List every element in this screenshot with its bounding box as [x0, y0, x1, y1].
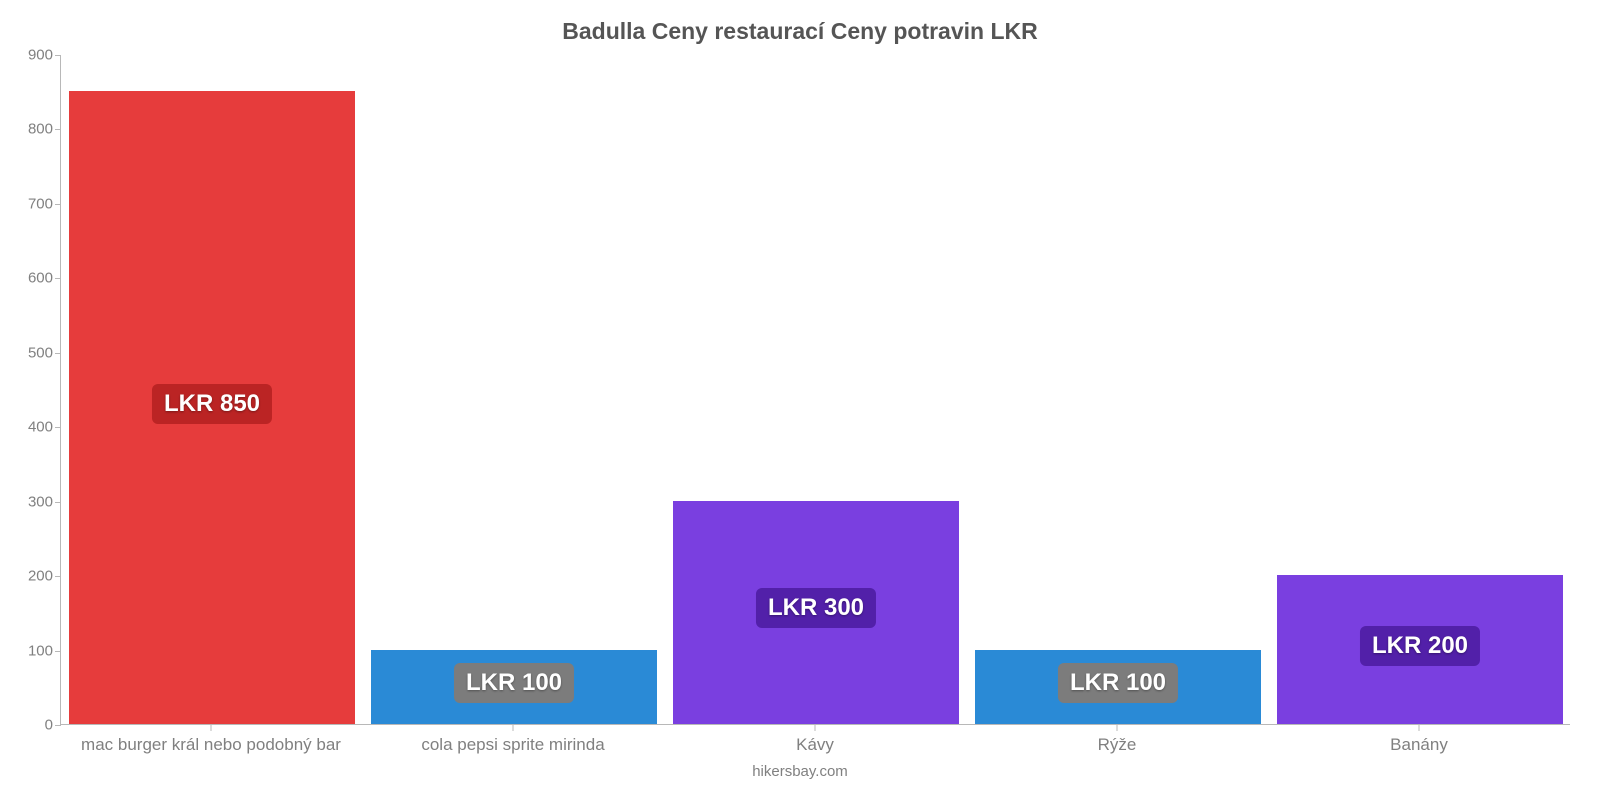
value-badge: LKR 200 — [1360, 626, 1480, 666]
y-tick-label: 200 — [9, 568, 53, 585]
x-tick-mark — [513, 725, 514, 731]
y-tick-mark — [55, 502, 61, 503]
y-tick-label: 400 — [9, 419, 53, 436]
x-tick-mark — [211, 725, 212, 731]
x-axis-label: cola pepsi sprite mirinda — [421, 735, 604, 755]
y-tick-label: 700 — [9, 195, 53, 212]
y-tick-mark — [55, 129, 61, 130]
x-axis-label: Banány — [1390, 735, 1448, 755]
y-tick-mark — [55, 55, 61, 56]
x-tick-mark — [1117, 725, 1118, 731]
y-tick-mark — [55, 278, 61, 279]
y-tick-label: 600 — [9, 270, 53, 287]
y-tick-mark — [55, 651, 61, 652]
x-tick-mark — [815, 725, 816, 731]
price-bar-chart: Badulla Ceny restaurací Ceny potravin LK… — [0, 0, 1600, 800]
x-axis-label: Rýže — [1098, 735, 1137, 755]
bars-layer: LKR 850 LKR 100 LKR 300 LKR 100 LKR 200 — [61, 55, 1570, 724]
x-tick-mark — [1419, 725, 1420, 731]
y-tick-mark — [55, 353, 61, 354]
y-tick-label: 300 — [9, 493, 53, 510]
credit-text: hikersbay.com — [0, 763, 1600, 780]
y-tick-mark — [55, 204, 61, 205]
y-tick-label: 0 — [9, 717, 53, 734]
value-badge: LKR 100 — [1058, 663, 1178, 703]
value-badge: LKR 100 — [454, 663, 574, 703]
y-tick-label: 100 — [9, 642, 53, 659]
y-tick-mark — [55, 576, 61, 577]
chart-title: Badulla Ceny restaurací Ceny potravin LK… — [0, 18, 1600, 45]
value-badge: LKR 850 — [152, 384, 272, 424]
y-tick-mark — [55, 725, 61, 726]
plot-area: LKR 850LKR 100LKR 300LKR 100LKR 200 0100… — [60, 55, 1570, 725]
y-tick-label: 900 — [9, 47, 53, 64]
value-badge: LKR 300 — [756, 588, 876, 628]
y-tick-mark — [55, 427, 61, 428]
y-tick-label: 500 — [9, 344, 53, 361]
x-axis-label: Kávy — [796, 735, 834, 755]
y-tick-label: 800 — [9, 121, 53, 138]
x-axis-label: mac burger král nebo podobný bar — [81, 735, 341, 755]
